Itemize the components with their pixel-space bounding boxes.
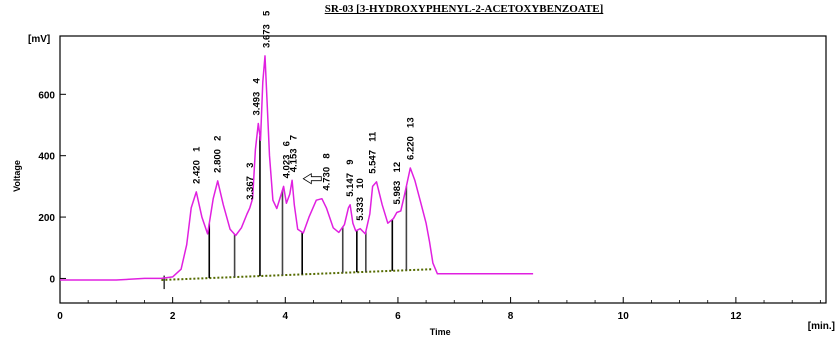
x-unit-label: [min.] <box>808 321 835 332</box>
x-tick-label: 6 <box>395 311 401 322</box>
peak-retention-time-label: 6.220 <box>405 136 416 160</box>
peak-number-label: 8 <box>321 153 332 158</box>
peak-labels: 2.420 1 2.800 2 3.367 3 3.493 4 3.673 5 4.023 6 4.15… <box>191 10 416 221</box>
y-axis-label: Voltage <box>12 160 22 192</box>
y-tick-label: 600 <box>38 90 55 101</box>
x-tick-label: 2 <box>170 311 176 322</box>
voltage-series-line <box>60 55 534 281</box>
y-tick-label: 0 <box>49 274 55 285</box>
peak-retention-time-label: 5.147 <box>345 173 356 197</box>
peak-number-label: 5 <box>262 10 273 16</box>
peak-number-label: 2 <box>213 136 224 141</box>
peak-number-label: 11 <box>368 131 379 142</box>
arrow-icon <box>302 172 322 185</box>
peak-number-label: 7 <box>289 135 300 140</box>
x-tick-label: 0 <box>57 311 63 322</box>
peak-pointer <box>302 172 322 185</box>
x-axis-label: Time <box>430 327 451 337</box>
peak-retention-time-label: 3.673 <box>262 24 273 48</box>
x-tick-label: 10 <box>618 311 630 322</box>
y-tick-label: 400 <box>38 152 55 163</box>
peak-retention-time-label: 4.730 <box>321 167 332 191</box>
peak-retention-time-label: 3.493 <box>252 92 263 116</box>
y-tick-label: 200 <box>38 213 55 224</box>
peak-number-label: 13 <box>405 117 416 128</box>
peak-number-label: 6 <box>281 141 292 146</box>
chart-title: SR-03 [3-HYDROXYPHENYL-2-ACETOXYBENZOATE… <box>324 3 604 15</box>
x-axis: 0 2 4 6 8 10 12 Time [min.] <box>57 297 835 337</box>
x-tick-label: 12 <box>730 311 742 322</box>
peak-retention-time-label: 5.983 <box>392 181 403 205</box>
peak-number-label: 12 <box>392 162 403 173</box>
peak-number-label: 9 <box>345 159 356 164</box>
peak-retention-time-label: 4.023 <box>281 155 292 179</box>
peak-retention-time-label: 2.800 <box>213 149 224 173</box>
peak-retention-time-label: 5.333 <box>355 197 366 221</box>
peak-number-label: 4 <box>252 77 263 83</box>
peak-retention-time-label: 5.547 <box>368 150 379 174</box>
y-axis: 0 200 400 600 [mV] Voltage <box>12 34 66 285</box>
signal-trace <box>60 55 534 281</box>
plot-border <box>59 35 827 304</box>
peak-retention-time-label: 4.153 <box>289 148 300 172</box>
x-tick-label: 8 <box>508 311 514 322</box>
integration-baseline <box>161 268 432 281</box>
plot-frame <box>59 35 827 304</box>
peak-number-label: 1 <box>191 146 202 152</box>
peak-retention-time-label: 2.420 <box>191 160 202 184</box>
peak-retention-time-label: 3.367 <box>245 176 256 200</box>
y-unit-label: [mV] <box>28 34 50 45</box>
peak-number-label: 3 <box>245 163 256 168</box>
peak-number-label: 10 <box>355 178 366 189</box>
integration-markers <box>161 136 432 290</box>
x-tick-label: 4 <box>283 311 289 322</box>
